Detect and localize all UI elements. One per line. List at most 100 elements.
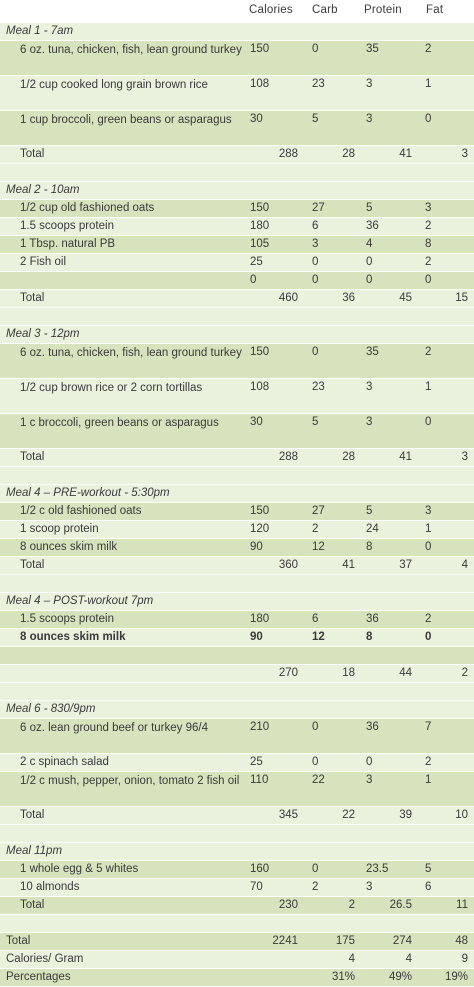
carb-total-cell: 2 [348,899,355,911]
spacer-row [0,825,474,843]
food-item-label: 1 c broccoli, green beans or asparagus [20,417,219,429]
food-item-label: 1 scoop protein [20,523,99,535]
protein-cell: 36 [366,220,379,232]
carb-cell: 0 [312,346,319,358]
food-item-row [0,647,474,665]
fat-cell: 2 [425,43,432,55]
food-item-label: 1/2 c old fashioned oats [20,505,142,517]
fat-cell: 7 [425,721,432,733]
carb-cell: 2 [312,881,319,893]
calories-total-cell: 230 [278,899,298,911]
protein-cell: 0 [366,274,373,286]
calories-total-cell: 2241 [272,935,298,947]
calories-cell: 210 [250,721,270,733]
carb-cell: 0 [312,721,319,733]
fat-total-cell: 3 [461,451,468,463]
header-calories: Calories [249,4,293,16]
carb-cell: 27 [312,505,325,517]
food-item-row: 8 ounces skim milk 90 12 8 0 [0,539,474,557]
calories-cell: 150 [250,505,270,517]
fat-total-cell: 48 [455,935,468,947]
protein-cell: 3 [366,416,373,428]
carb-cell: 2 [312,523,319,535]
food-item-row: 1/2 cup brown rice or 2 corn tortillas 10… [0,379,474,414]
food-item-label: 6 oz. tuna, chicken, fish, lean ground t… [20,347,242,359]
carb-total-cell: 31% [331,971,355,983]
food-item-row: 1/2 c old fashioned oats 150 27 5 3 [0,503,474,521]
protein-cell: 0 [366,256,373,268]
fat-total-cell: 15 [455,292,468,304]
protein-cell: 23.5 [366,863,389,875]
protein-cell: 3 [366,78,373,90]
fat-total-cell: 9 [461,953,468,965]
meal-total-row: Total 288 28 41 3 [0,449,474,467]
protein-total-cell: 37 [399,559,412,571]
fat-cell: 5 [425,863,432,875]
food-item-label: 1.5 scoops protein [20,613,114,625]
protein-total-cell: 45 [399,292,412,304]
food-item-row: 8 ounces skim milk 90 12 8 0 [0,629,474,647]
carb-cell: 3 [312,238,319,250]
fat-cell: 2 [425,613,432,625]
protein-total-cell: 4 [405,953,412,965]
calories-cell: 30 [250,416,263,428]
meal-title: Meal 6 - 830/9pm [6,703,96,715]
summary-label: Percentages [6,971,71,983]
carb-total-cell: 18 [342,667,355,679]
food-item-row: 1/2 cup cooked long grain brown rice 108 2… [0,76,474,111]
protein-cell: 8 [366,631,373,643]
food-item-row: 1/2 c mush, pepper, onion, tomato 2 fish… [0,772,474,807]
carb-cell: 0 [312,274,319,286]
carb-cell: 0 [312,43,319,55]
food-item-row: 10 almonds 70 2 3 6 [0,879,474,897]
calories-cell: 150 [250,43,270,55]
protein-total-cell: 44 [399,667,412,679]
food-item-label: 6 oz. tuna, chicken, fish, lean ground t… [20,44,242,56]
carb-cell: 6 [312,613,319,625]
calories-cell: 90 [250,541,263,553]
meal-title: Meal 2 - 10am [6,184,80,196]
fat-total-cell: 19% [444,971,468,983]
column-header-row: Calories Carb Protein Fat [0,0,474,22]
protein-cell: 36 [366,721,379,733]
calories-total-cell: 288 [278,451,298,463]
food-item-label: 1/2 c mush, pepper, onion, tomato 2 fish… [20,775,240,787]
fat-total-cell: 3 [461,148,468,160]
food-item-label: 1 Tbsp. natural PB [20,238,116,250]
fat-cell: 8 [425,238,432,250]
protein-cell: 3 [366,881,373,893]
meal-total-row: Total 460 36 45 15 [0,290,474,308]
food-item-label: 2 Fish oil [20,256,67,268]
meal-total-label: Total [20,899,45,911]
carb-total-cell: 36 [342,292,355,304]
calories-cell: 30 [250,113,263,125]
protein-cell: 8 [366,541,373,553]
calories-cell: 70 [250,881,263,893]
calories-total-cell: 345 [278,809,298,821]
meal-title-row: Meal 2 - 10am [0,182,474,200]
protein-cell: 3 [366,774,373,786]
calories-cell: 90 [250,631,263,643]
meal-total-label: Total [20,148,45,160]
fat-total-cell: 4 [461,559,468,571]
fat-cell: 0 [425,631,432,643]
fat-cell: 2 [425,256,432,268]
carb-cell: 23 [312,381,325,393]
food-item-label: 2 c spinach salad [20,756,109,768]
meal-title-row: Meal 4 – PRE-workout - 5:30pm [0,485,474,503]
protein-cell: 24 [366,523,379,535]
protein-cell: 5 [366,202,373,214]
spacer-row [0,164,474,182]
carb-total-cell: 41 [342,559,355,571]
fat-total-cell: 10 [455,809,468,821]
carb-cell: 12 [312,631,325,643]
spacer-row [0,308,474,326]
calories-cell: 150 [250,202,270,214]
protein-total-cell: 41 [399,148,412,160]
food-item-row: 2 Fish oil 25 0 0 2 [0,254,474,272]
food-item-row: 0 0 0 0 [0,272,474,290]
header-protein: Protein [364,4,402,16]
meal-total-row: Total 230 2 26.5 11 [0,897,474,915]
spacer-row [0,915,474,933]
